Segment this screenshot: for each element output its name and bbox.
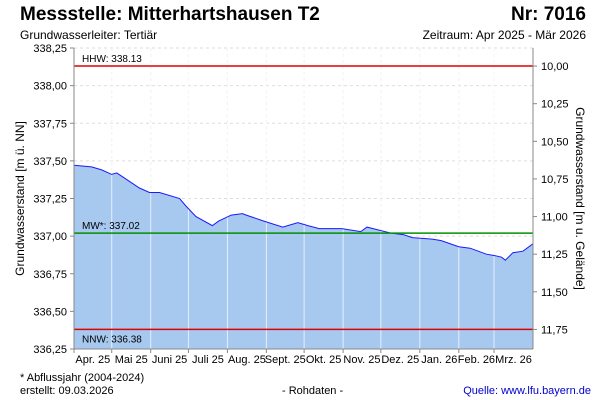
y-tick-label: 336,25 xyxy=(33,344,67,356)
y-right-tick-label: 10,25 xyxy=(541,99,569,111)
y-right-tick-label: 11,50 xyxy=(541,287,568,299)
y-tick-label: 336,50 xyxy=(33,306,67,318)
y-tick-label: 337,75 xyxy=(33,118,67,130)
reference-label: MW*: 337.02 xyxy=(82,221,140,232)
period-label: Zeitraum: Apr 2025 - Mär 2026 xyxy=(422,28,586,42)
y-tick-label: 338,00 xyxy=(33,81,67,93)
x-tick-label: Apr. 25 xyxy=(75,354,110,366)
y-tick-label: 337,50 xyxy=(33,156,67,168)
water-level-area xyxy=(74,165,533,349)
station-number: Nr: 7016 xyxy=(511,4,586,25)
x-tick-label: Juni 25 xyxy=(152,354,187,366)
x-tick-label: Juli 25 xyxy=(192,354,224,366)
x-tick-label: Dez. 25 xyxy=(381,354,419,366)
y-right-tick-label: 11,00 xyxy=(541,212,568,224)
y-right-tick-label: 10,00 xyxy=(541,61,569,73)
water-level-line xyxy=(74,164,534,261)
aquifer-label: Grundwasserleiter: Tertiär xyxy=(20,28,158,42)
y-axis-right-label: Grundwasserstand [m u. Gelände] xyxy=(573,107,587,290)
y-right-tick-label: 11,25 xyxy=(541,249,568,261)
x-tick-label: Okt. 25 xyxy=(306,354,341,366)
y-right-tick-label: 11,75 xyxy=(541,324,568,336)
y-tick-label: 337,00 xyxy=(33,231,67,243)
station-title: Messstelle: Mitterhartshausen T2 xyxy=(20,4,320,25)
x-tick-label: Sept. 25 xyxy=(265,354,306,366)
x-tick-label: Aug. 25 xyxy=(228,354,266,366)
source-link[interactable]: Quelle: www.lfu.bayern.de xyxy=(463,385,591,397)
y-tick-label: 337,25 xyxy=(33,194,67,206)
reference-label: NNW: 336.38 xyxy=(82,334,142,345)
created-date: erstellt: 09.03.2026 xyxy=(20,385,114,397)
x-tick-label: Nov. 25 xyxy=(343,354,380,366)
x-tick-label: Feb. 26 xyxy=(458,354,495,366)
x-tick-label: Mai 25 xyxy=(115,354,148,366)
y-tick-label: 336,75 xyxy=(33,269,67,281)
raw-data-label: - Rohdaten - xyxy=(282,385,344,397)
y-axis-label: Grundwasserstand [m ü. NN] xyxy=(13,121,27,276)
y-right-tick-label: 10,50 xyxy=(541,136,569,148)
footnote: * Abflussjahr (2004-2024) xyxy=(20,372,145,384)
x-tick-label: Jan. 26 xyxy=(421,354,457,366)
y-tick-label: 338,25 xyxy=(33,43,67,55)
x-tick-label: Mrz. 26 xyxy=(495,354,532,366)
y-right-tick-label: 10,75 xyxy=(541,174,569,186)
reference-label: HHW: 338.13 xyxy=(82,54,142,65)
